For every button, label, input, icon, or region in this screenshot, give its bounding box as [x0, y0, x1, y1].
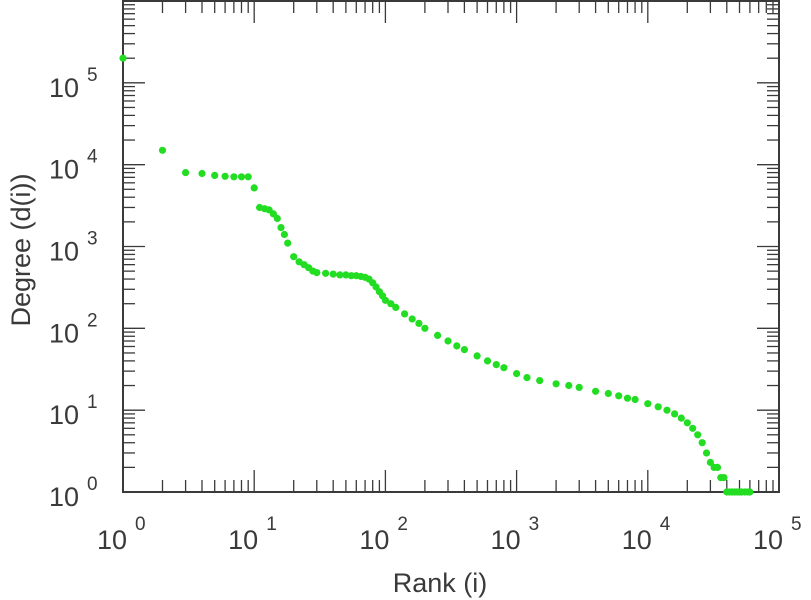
- y-tick-label: 10: [49, 482, 79, 512]
- data-point: [575, 383, 583, 391]
- y-axis-label: Degree (d(i)): [6, 173, 36, 326]
- y-tick-label: 10: [49, 73, 79, 103]
- data-point: [230, 173, 238, 181]
- x-tick-exponent: 5: [791, 514, 802, 535]
- x-tick-exponent: 4: [660, 514, 671, 535]
- data-point: [702, 449, 711, 457]
- data-point: [713, 463, 722, 471]
- data-point: [513, 370, 521, 378]
- y-tick-labels: 10 0 10 1 10 2 10 3 10 4 10 5: [49, 65, 98, 512]
- data-point: [434, 331, 442, 339]
- data-point: [663, 406, 671, 414]
- data-point: [689, 424, 697, 432]
- data-point: [694, 431, 702, 439]
- data-point: [290, 253, 298, 261]
- y-tick-label: 10: [49, 155, 79, 185]
- data-point: [631, 395, 639, 404]
- x-tick-exponent: 2: [397, 514, 408, 535]
- data-point: [211, 171, 219, 179]
- data-point: [473, 352, 481, 360]
- axis-ticks: [122, 1, 779, 493]
- data-point: [592, 387, 600, 395]
- x-tick-exponent: 3: [529, 514, 540, 535]
- x-tick-labels: 10 0 10 1 10 2 10 3 10 4 10 5: [97, 514, 802, 555]
- data-point: [237, 173, 246, 181]
- data-point: [615, 392, 623, 400]
- data-point: [644, 400, 652, 408]
- data-point: [381, 296, 389, 304]
- data-point: [198, 169, 206, 178]
- data-point: [444, 337, 452, 345]
- data-point: [408, 315, 416, 323]
- y-tick-exponent: 0: [87, 474, 98, 495]
- data-point: [244, 173, 252, 181]
- x-tick-label: 10: [359, 525, 389, 555]
- data-point: [623, 394, 632, 402]
- data-point: [683, 419, 691, 427]
- y-tick-label: 10: [49, 400, 79, 430]
- data-point: [746, 488, 754, 496]
- x-tick-exponent: 0: [135, 514, 146, 535]
- y-tick-label: 10: [49, 318, 79, 348]
- data-point: [720, 474, 728, 482]
- data-point: [415, 319, 423, 327]
- data-point: [698, 439, 706, 447]
- data-point: [284, 239, 292, 247]
- x-tick-label: 10: [622, 525, 652, 555]
- data-point: [421, 324, 429, 332]
- data-point: [460, 346, 468, 354]
- data-point: [221, 172, 229, 180]
- data-points: [119, 54, 754, 496]
- data-point: [158, 146, 167, 154]
- data-point: [336, 271, 344, 279]
- x-tick-label: 10: [228, 525, 258, 555]
- data-point: [677, 414, 685, 422]
- data-point: [182, 169, 190, 177]
- data-point: [387, 300, 395, 308]
- data-point: [273, 214, 281, 223]
- y-tick-exponent: 1: [87, 392, 98, 413]
- x-tick-exponent: 1: [266, 514, 277, 535]
- y-tick-exponent: 2: [87, 310, 98, 331]
- data-point: [280, 230, 288, 239]
- data-point: [671, 410, 679, 418]
- x-tick-label: 10: [491, 525, 521, 555]
- data-point: [347, 272, 355, 280]
- data-point: [322, 269, 330, 277]
- x-tick-label: 10: [97, 525, 127, 555]
- data-point: [250, 184, 258, 192]
- data-point: [654, 403, 662, 411]
- data-point: [706, 458, 715, 466]
- x-tick-label: 10: [753, 525, 783, 555]
- x-axis-label: Rank (i): [393, 568, 488, 598]
- y-tick-exponent: 3: [87, 229, 98, 250]
- data-point: [604, 389, 612, 398]
- data-point: [392, 303, 400, 311]
- y-tick-label: 10: [49, 237, 79, 267]
- data-point: [483, 357, 492, 365]
- data-point: [500, 364, 508, 372]
- data-point: [342, 271, 350, 279]
- data-point: [453, 342, 461, 350]
- data-point: [552, 380, 560, 388]
- data-point: [277, 224, 285, 232]
- data-point: [492, 361, 500, 369]
- data-point: [565, 381, 573, 390]
- data-point: [313, 269, 321, 277]
- data-point: [523, 374, 531, 382]
- y-tick-exponent: 4: [87, 147, 98, 168]
- data-point: [119, 54, 127, 62]
- data-point: [329, 270, 337, 278]
- data-point: [536, 377, 544, 385]
- y-tick-exponent: 5: [87, 65, 98, 86]
- data-point: [401, 310, 409, 318]
